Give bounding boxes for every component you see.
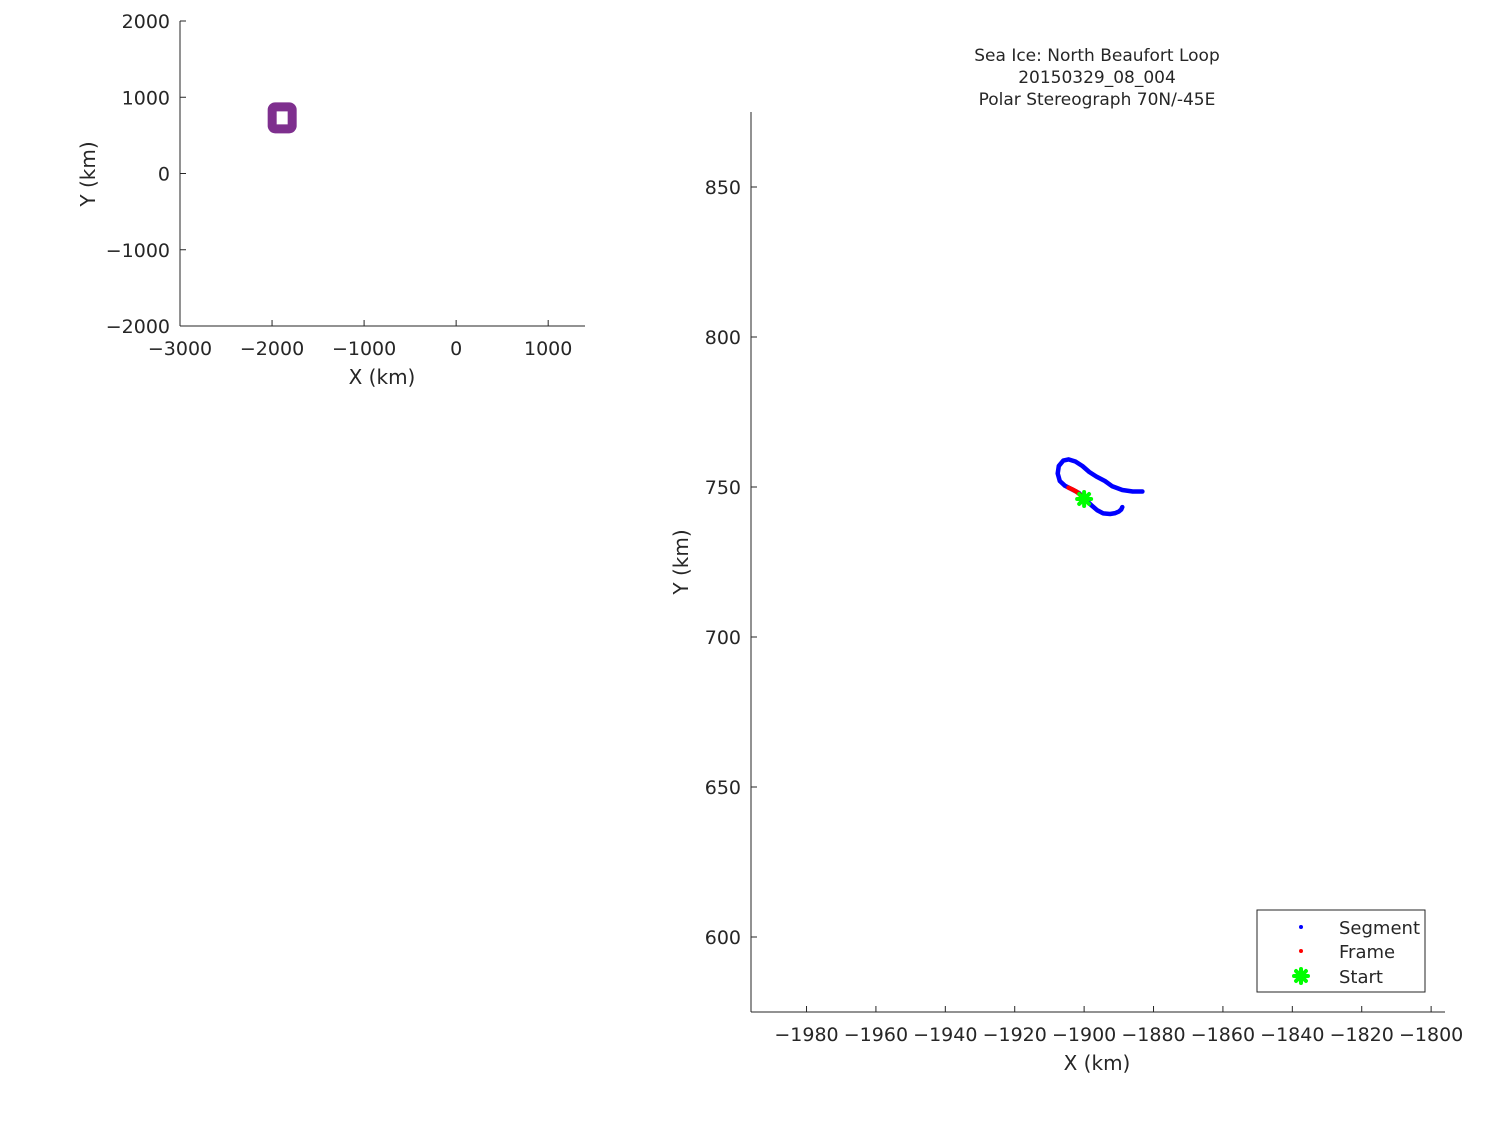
overview-x-ticks: −3000 −2000 −1000 0 1000 <box>148 320 572 360</box>
legend-frame-label: Frame <box>1339 942 1395 963</box>
1-y-tick-label: 650 <box>705 777 741 799</box>
0-x-tick-label: 1000 <box>524 338 572 360</box>
start-marker-core <box>1079 494 1090 504</box>
legend-segment-marker <box>1299 925 1303 929</box>
1-x-tick-label: −1860 <box>1191 1024 1255 1046</box>
1-x-tick-label: −1800 <box>1399 1024 1463 1046</box>
detail-marks <box>1055 457 1145 517</box>
1-x-tick-label: −1940 <box>913 1024 977 1046</box>
legend-box <box>1256 909 1426 993</box>
legend: Segment Frame Start <box>1256 909 1426 993</box>
0-y-tick-label: −2000 <box>106 316 170 338</box>
overview-y-axis-label: Y (km) <box>76 141 100 207</box>
detail-axes: Sea Ice: North Beaufort Loop 20150329_08… <box>669 46 1463 1075</box>
1-x-tick-label: −1840 <box>1260 1024 1324 1046</box>
detail-y-ticks: 850 800 750 700 650 600 <box>705 177 757 949</box>
1-x-tick-label: −1880 <box>1121 1024 1185 1046</box>
overview-axes: −3000 −2000 −1000 0 1000 200010000−1000−2000… <box>76 11 585 389</box>
1-x-tick-label: −1900 <box>1052 1024 1116 1046</box>
overview-x-axis-label: X (km) <box>349 365 416 389</box>
1-x-tick-label: −1920 <box>983 1024 1047 1046</box>
1-x-tick-label: −1980 <box>774 1024 838 1046</box>
1-y-tick-label: 850 <box>705 177 741 199</box>
legend-start-star-core <box>1296 971 1306 981</box>
1-x-tick-label: −1820 <box>1330 1024 1394 1046</box>
1-y-tick-label: 700 <box>705 627 741 649</box>
overview-location-marker <box>267 102 297 134</box>
legend-start-marker <box>1292 967 1310 985</box>
legend-start-star <box>1292 967 1310 985</box>
0-y-tick-label: 1000 <box>122 87 170 109</box>
1-y-tick-label: 750 <box>705 477 741 499</box>
0-y-tick-label: −1000 <box>106 240 170 262</box>
legend-start-label: Start <box>1339 967 1383 988</box>
1-y-tick-label: 800 <box>705 327 741 349</box>
0-y-tick-label: 2000 <box>122 11 170 33</box>
1-x-tick-label: −1960 <box>844 1024 908 1046</box>
start-marker <box>1075 490 1094 508</box>
legend-frame-marker <box>1299 949 1303 953</box>
segment-track <box>1055 457 1145 517</box>
detail-title-line-1: Sea Ice: North Beaufort Loop <box>974 46 1220 66</box>
0-y-tick-label: 0 <box>158 164 170 186</box>
detail-x-axis-label: X (km) <box>1064 1051 1131 1075</box>
0-x-tick-label: −3000 <box>148 338 212 360</box>
overview-marks <box>267 102 297 134</box>
detail-x-ticks: −1980 −1960 −1940 −1920 −1900 −1880 −1860 −1840… <box>774 1006 1463 1046</box>
overview-y-ticks: 2000 1000 0 −1000 −2000 <box>106 11 186 338</box>
0-x-tick-label: −1000 <box>332 338 396 360</box>
0-x-tick-label: −2000 <box>240 338 304 360</box>
1-y-tick-label: 600 <box>705 927 741 949</box>
detail-title-line-3: Polar Stereograph 70N/-45E <box>979 90 1216 110</box>
0-x-tick-label: 0 <box>450 338 462 360</box>
detail-title-line-2: 20150329_08_004 <box>1018 68 1176 88</box>
legend-segment-label: Segment <box>1339 918 1420 939</box>
detail-y-axis-label: Y (km) <box>669 529 693 595</box>
